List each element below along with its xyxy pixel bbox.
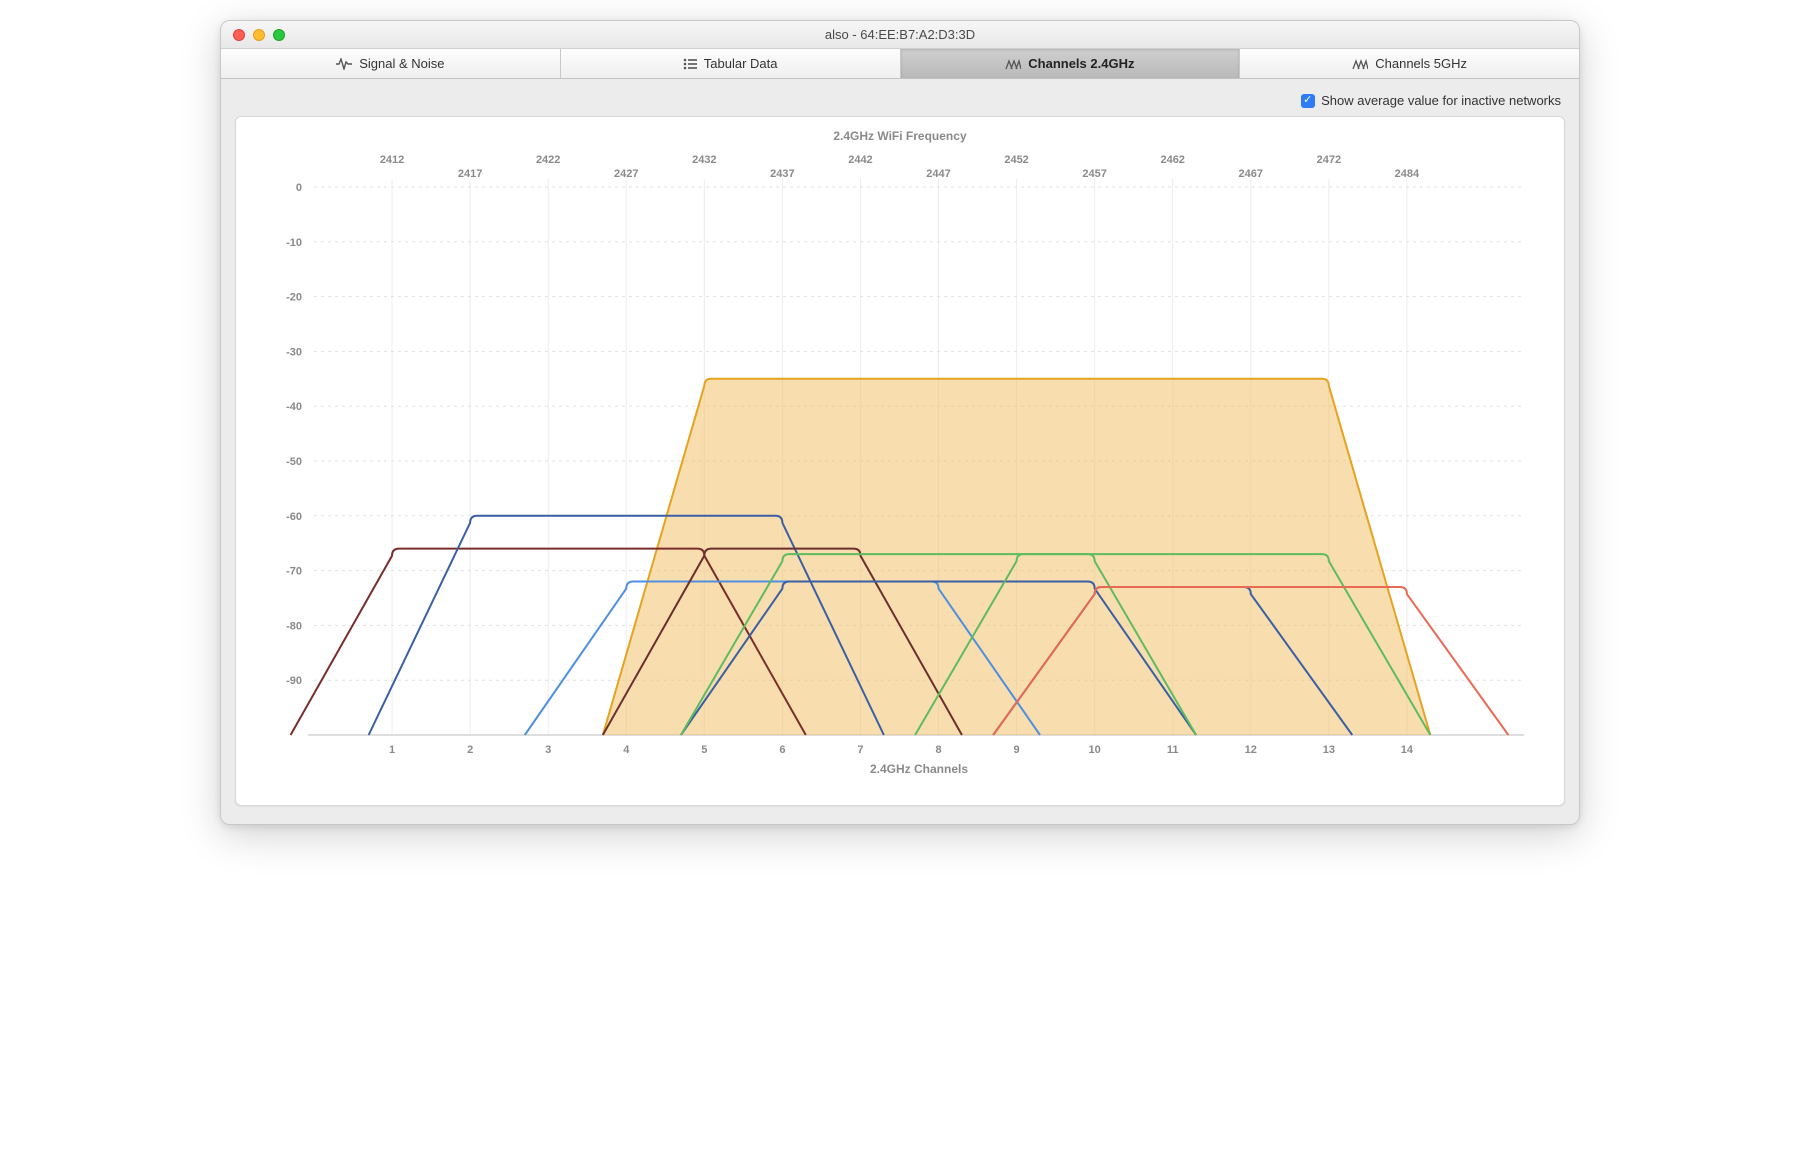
svg-text:-90: -90	[286, 675, 302, 687]
svg-text:2462: 2462	[1160, 154, 1184, 166]
chart-wrap: 2412241724222427243224372442244724522457…	[254, 147, 1546, 787]
svg-text:2437: 2437	[770, 168, 794, 180]
list-icon	[683, 58, 697, 70]
chart-title-top: 2.4GHz WiFi Frequency	[254, 129, 1546, 143]
zoom-traffic-light[interactable]	[273, 29, 285, 41]
svg-text:7: 7	[857, 744, 863, 756]
wifi-channel-chart: 2412241724222427243224372442244724522457…	[254, 147, 1544, 787]
svg-text:6: 6	[779, 744, 785, 756]
app-window: also - 64:EE:B7:A2:D3:3D Signal & Noise T…	[220, 20, 1580, 825]
svg-text:2: 2	[467, 744, 473, 756]
svg-text:8: 8	[935, 744, 941, 756]
svg-text:2432: 2432	[692, 154, 716, 166]
svg-text:4: 4	[623, 744, 630, 756]
svg-text:11: 11	[1167, 744, 1179, 756]
titlebar: also - 64:EE:B7:A2:D3:3D	[221, 21, 1579, 49]
tab-label: Signal & Noise	[359, 56, 444, 71]
tab-signal-noise[interactable]: Signal & Noise	[221, 49, 561, 78]
channels-icon	[1005, 58, 1021, 70]
tab-label: Tabular Data	[704, 56, 778, 71]
svg-text:-20: -20	[286, 292, 302, 304]
chart-card: 2.4GHz WiFi Frequency 241224172422242724…	[235, 116, 1565, 806]
traffic-lights	[233, 29, 285, 41]
svg-text:-60: -60	[286, 511, 302, 523]
svg-text:2422: 2422	[536, 154, 560, 166]
tab-ch24[interactable]: Channels 2.4GHz	[901, 49, 1241, 78]
svg-text:14: 14	[1401, 744, 1414, 756]
svg-text:2467: 2467	[1239, 168, 1263, 180]
pulse-icon	[336, 58, 352, 70]
svg-text:2427: 2427	[614, 168, 638, 180]
show-avg-label[interactable]: Show average value for inactive networks	[1321, 93, 1561, 108]
svg-text:2412: 2412	[380, 154, 404, 166]
window-title: also - 64:EE:B7:A2:D3:3D	[221, 27, 1579, 42]
svg-text:1: 1	[389, 744, 395, 756]
minimize-traffic-light[interactable]	[253, 29, 265, 41]
close-traffic-light[interactable]	[233, 29, 245, 41]
svg-text:10: 10	[1089, 744, 1101, 756]
tab-label: Channels 5GHz	[1375, 56, 1467, 71]
svg-text:5: 5	[701, 744, 707, 756]
controls-row: Show average value for inactive networks	[235, 89, 1565, 116]
svg-text:2452: 2452	[1004, 154, 1028, 166]
tabs: Signal & Noise Tabular Data Channels 2.4GH…	[221, 49, 1579, 79]
window-body: Show average value for inactive networks…	[221, 79, 1579, 824]
tab-ch5[interactable]: Channels 5GHz	[1240, 49, 1579, 78]
tab-tabular[interactable]: Tabular Data	[561, 49, 901, 78]
channels-icon	[1352, 58, 1368, 70]
svg-text:-40: -40	[286, 401, 302, 413]
svg-text:2457: 2457	[1082, 168, 1106, 180]
svg-text:3: 3	[545, 744, 551, 756]
svg-text:2447: 2447	[926, 168, 950, 180]
svg-text:2484: 2484	[1395, 168, 1420, 180]
svg-text:2472: 2472	[1317, 154, 1341, 166]
svg-text:-30: -30	[286, 346, 302, 358]
svg-text:2442: 2442	[848, 154, 872, 166]
svg-text:-50: -50	[286, 456, 302, 468]
svg-text:2.4GHz Channels: 2.4GHz Channels	[870, 762, 968, 776]
show-avg-checkbox[interactable]	[1301, 94, 1315, 108]
svg-text:12: 12	[1245, 744, 1257, 756]
svg-text:-70: -70	[286, 566, 302, 578]
svg-text:-80: -80	[286, 620, 302, 632]
tab-label: Channels 2.4GHz	[1028, 56, 1134, 71]
svg-text:-10: -10	[286, 237, 302, 249]
svg-text:13: 13	[1323, 744, 1335, 756]
svg-text:0: 0	[296, 182, 302, 194]
svg-text:2417: 2417	[458, 168, 482, 180]
svg-text:9: 9	[1014, 744, 1020, 756]
